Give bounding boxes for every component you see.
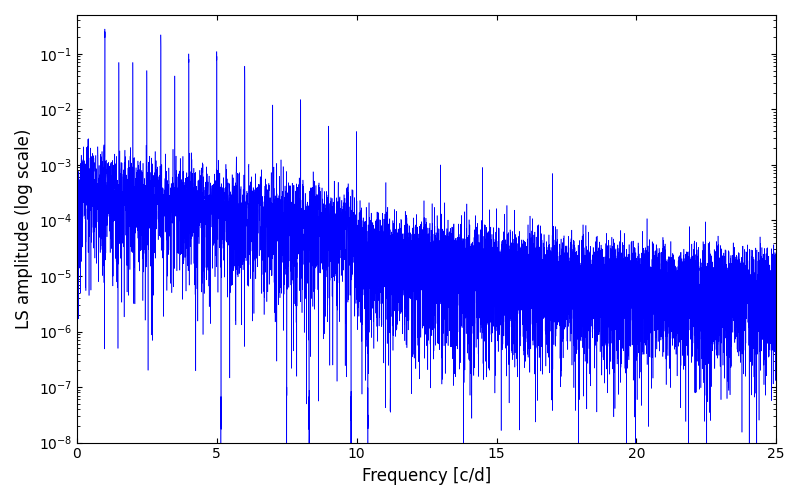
Y-axis label: LS amplitude (log scale): LS amplitude (log scale) — [15, 128, 33, 329]
X-axis label: Frequency [c/d]: Frequency [c/d] — [362, 467, 491, 485]
